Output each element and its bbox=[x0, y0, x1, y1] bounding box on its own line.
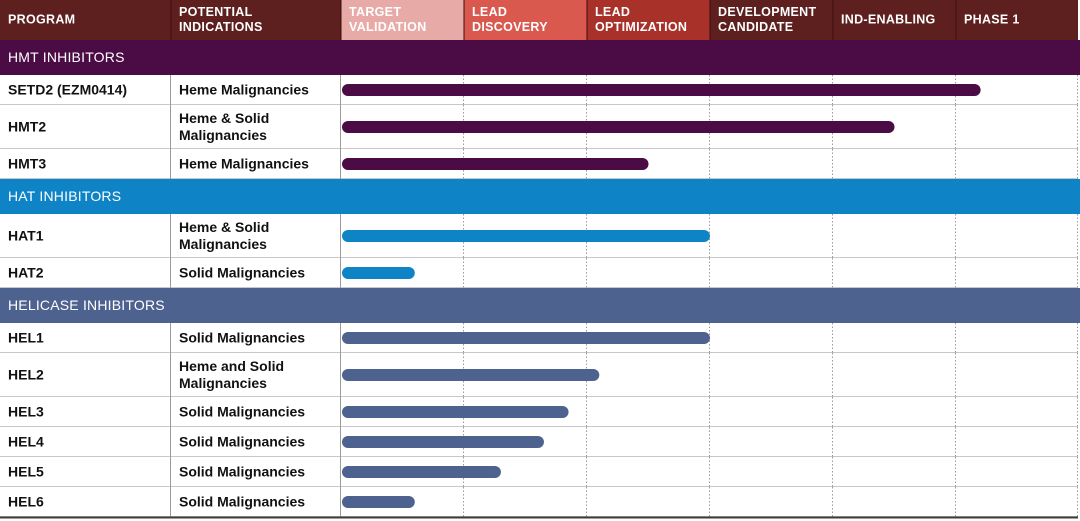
column-header-label: DEVELOPMENT CANDIDATE bbox=[718, 5, 817, 34]
program-name: HEL5 bbox=[8, 464, 44, 480]
program-row-bg bbox=[0, 457, 1080, 487]
program-name: HEL6 bbox=[8, 494, 44, 510]
program-name: HEL2 bbox=[8, 367, 44, 383]
column-header-label: LEAD DISCOVERY bbox=[472, 5, 548, 34]
indication-label: Heme Malignancies bbox=[179, 156, 309, 172]
indication-label: Heme and Solid Malignancies bbox=[179, 358, 284, 391]
section-label: HMT INHIBITORS bbox=[8, 49, 125, 65]
section-label: HELICASE INHIBITORS bbox=[8, 297, 165, 313]
progress-bar bbox=[342, 121, 895, 133]
column-header-label: LEAD OPTIMIZATION bbox=[595, 5, 687, 34]
indication-label: Solid Malignancies bbox=[179, 330, 305, 346]
indication-label: Solid Malignancies bbox=[179, 464, 305, 480]
column-header-label: PROGRAM bbox=[8, 12, 75, 26]
column-header-label: TARGET VALIDATION bbox=[349, 5, 427, 34]
indication-label: Heme & Solid Malignancies bbox=[179, 219, 269, 252]
program-row-bg bbox=[0, 487, 1080, 517]
indication-label: Heme Malignancies bbox=[179, 82, 309, 98]
indication-label: Solid Malignancies bbox=[179, 404, 305, 420]
header-cell bbox=[833, 0, 956, 40]
header-cell bbox=[171, 0, 341, 40]
program-name: HEL1 bbox=[8, 330, 44, 346]
progress-bar bbox=[342, 267, 415, 279]
program-name: HMT2 bbox=[8, 119, 46, 135]
progress-bar bbox=[342, 466, 501, 478]
section-band bbox=[0, 179, 1080, 214]
progress-bar bbox=[342, 332, 710, 344]
progress-bar bbox=[342, 436, 544, 448]
header-cell bbox=[341, 0, 464, 40]
program-name: HAT1 bbox=[8, 228, 44, 244]
indication-label: Solid Malignancies bbox=[179, 494, 305, 510]
program-name: HMT3 bbox=[8, 156, 46, 172]
header-cell bbox=[956, 0, 1078, 40]
progress-bar bbox=[342, 84, 981, 96]
header-cell bbox=[587, 0, 710, 40]
column-header-label: IND-ENABLING bbox=[841, 12, 936, 26]
progress-bar bbox=[342, 369, 600, 381]
indication-label: Heme & Solid Malignancies bbox=[179, 110, 269, 143]
column-header-label: PHASE 1 bbox=[964, 12, 1020, 26]
header-cell bbox=[464, 0, 587, 40]
program-name: HEL3 bbox=[8, 404, 44, 420]
progress-bar bbox=[342, 158, 649, 170]
progress-bar bbox=[342, 496, 415, 508]
indication-label: Solid Malignancies bbox=[179, 434, 305, 450]
column-header-label: POTENTIAL INDICATIONS bbox=[179, 5, 263, 34]
header-cell bbox=[0, 0, 171, 40]
section-label: HAT INHIBITORS bbox=[8, 188, 121, 204]
progress-bar bbox=[342, 406, 569, 418]
program-name: SETD2 (EZM0414) bbox=[8, 82, 127, 98]
program-name: HEL4 bbox=[8, 434, 44, 450]
progress-bar bbox=[342, 230, 710, 242]
program-row-bg bbox=[0, 258, 1080, 288]
section-band bbox=[0, 288, 1080, 323]
program-name: HAT2 bbox=[8, 265, 44, 281]
indication-label: Solid Malignancies bbox=[179, 265, 305, 281]
section-band bbox=[0, 40, 1080, 75]
header-cell bbox=[710, 0, 833, 40]
